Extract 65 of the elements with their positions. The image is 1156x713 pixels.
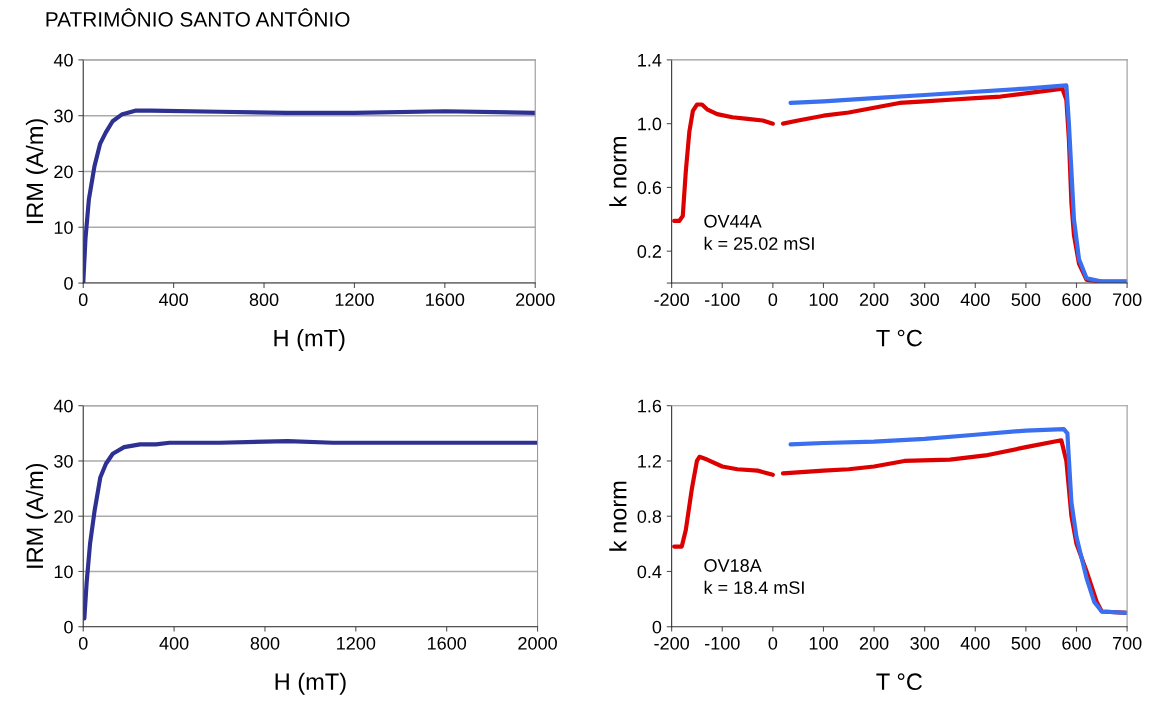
y-tick-label: 20 bbox=[54, 165, 73, 179]
annotation: OV18A bbox=[704, 559, 762, 572]
x-tick-label: 200 bbox=[859, 636, 889, 650]
x-tick-label: -200 bbox=[654, 636, 689, 650]
y-tick-label: 40 bbox=[53, 399, 73, 413]
x-tick-label: 500 bbox=[1011, 636, 1041, 650]
y-tick-label: 20 bbox=[54, 510, 73, 523]
y-tick-label: 0 bbox=[64, 620, 73, 634]
x-tick-label: 300 bbox=[910, 636, 940, 650]
x-tick-label: 800 bbox=[250, 636, 280, 650]
y-axis-title: IRM (A/m) bbox=[25, 463, 48, 568]
x-tick-label: 500 bbox=[1011, 293, 1041, 307]
y-tick-label: 0.2 bbox=[637, 245, 662, 258]
x-tick-label: 300 bbox=[910, 293, 940, 307]
x-tick-label: 0 bbox=[768, 636, 778, 650]
y-axis-title: k norm bbox=[609, 481, 627, 551]
annotation: k = 25.02 mSI bbox=[704, 236, 814, 250]
x-tick-label: 400 bbox=[159, 636, 189, 650]
x-tick-label: -200 bbox=[654, 293, 689, 307]
y-tick-label: 0 bbox=[64, 277, 73, 290]
y-tick-label: 40 bbox=[53, 53, 73, 67]
y-tick-label: 1.6 bbox=[638, 399, 662, 413]
y-tick-label: 1.0 bbox=[638, 117, 662, 131]
x-tick-label: 200 bbox=[859, 293, 889, 307]
x-tick-label: 1600 bbox=[426, 293, 465, 307]
x-tick-label: 800 bbox=[249, 293, 279, 307]
x-tick-label: -100 bbox=[704, 636, 740, 650]
x-tick-label: 600 bbox=[1062, 636, 1091, 650]
annotation: k = 18.4 mSI bbox=[704, 580, 804, 594]
y-tick-label: 0.4 bbox=[637, 565, 662, 579]
x-tick-label: 400 bbox=[158, 293, 188, 307]
x-tick-label: -100 bbox=[704, 293, 740, 307]
x-tick-label: 100 bbox=[809, 293, 838, 307]
x-tick-label: 1200 bbox=[335, 293, 374, 307]
y-tick-label: 1.2 bbox=[638, 454, 662, 468]
x-tick-label: 1200 bbox=[337, 636, 376, 650]
x-tick-label: 700 bbox=[1112, 293, 1142, 307]
x-tick-label: 100 bbox=[809, 636, 838, 650]
x-axis-title: T °C bbox=[876, 673, 922, 691]
x-axis-title: H (mT) bbox=[274, 329, 345, 352]
y-axis-title: k norm bbox=[609, 136, 627, 206]
x-tick-label: 0 bbox=[78, 636, 88, 650]
x-tick-label: 400 bbox=[960, 293, 990, 307]
x-axis-title: T °C bbox=[876, 329, 922, 347]
y-tick-label: 30 bbox=[54, 109, 73, 123]
line-series bbox=[83, 438, 538, 621]
x-tick-label: 0 bbox=[78, 293, 88, 307]
x-tick-label: 600 bbox=[1062, 293, 1091, 307]
y-tick-label: 0.8 bbox=[637, 510, 662, 523]
x-axis-title: H (mT) bbox=[275, 672, 346, 695]
y-tick-label: 10 bbox=[54, 565, 73, 579]
y-tick-label: 10 bbox=[54, 221, 73, 234]
y-tick-label: 1.4 bbox=[638, 54, 662, 67]
y-tick-label: 0 bbox=[652, 620, 662, 634]
x-tick-label: 2000 bbox=[518, 636, 557, 650]
x-tick-label: 0 bbox=[768, 293, 778, 307]
x-tick-label: 2000 bbox=[516, 293, 555, 307]
y-tick-label: 0.6 bbox=[637, 181, 662, 195]
x-tick-label: 1600 bbox=[427, 636, 467, 650]
y-axis-title: IRM (A/m) bbox=[25, 119, 48, 224]
x-tick-label: 700 bbox=[1112, 636, 1142, 650]
y-tick-label: 30 bbox=[54, 454, 73, 468]
x-tick-label: 400 bbox=[960, 636, 990, 650]
annotation: OV44A bbox=[704, 214, 762, 228]
chart-title: PATRIMÔNIO SANTO ANTÔNIO bbox=[46, 8, 350, 27]
